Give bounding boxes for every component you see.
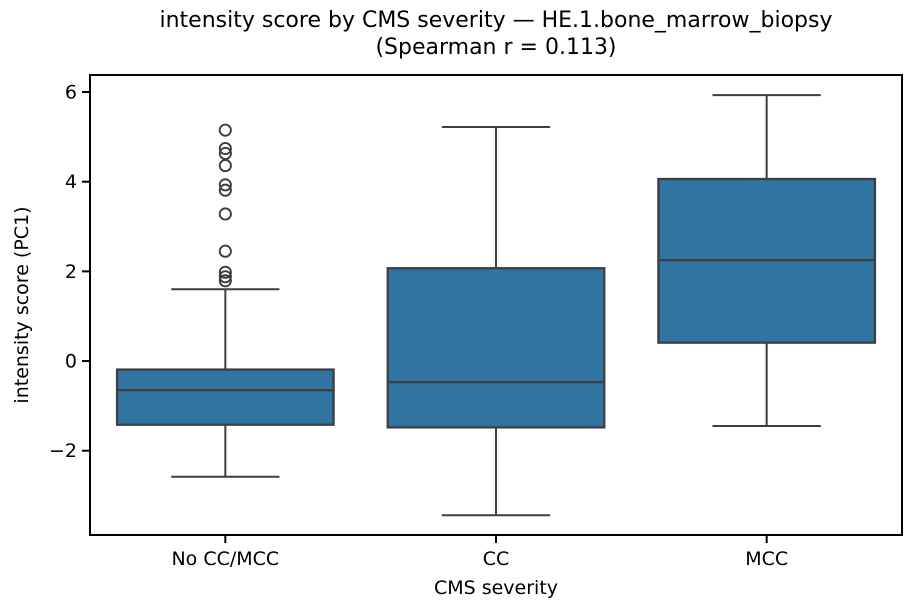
x-axis-label: CMS severity [433,577,559,599]
y-tick-label: 6 [65,81,77,103]
box-cc [386,267,606,429]
box-no-cc-mcc [115,368,335,426]
outlier-point [218,183,232,197]
outlier-point [218,123,232,137]
outlier-point [218,146,232,161]
outlier-point [218,207,232,221]
y-tick-label: −2 [49,440,77,462]
x-tick-label: CC [483,548,510,570]
outlier-point [218,274,232,288]
chart-title-line2: (Spearman r = 0.113) [375,35,617,60]
y-tick-label: 0 [65,351,77,373]
x-tick-label: MCC [745,548,788,570]
outlier-point [218,265,232,279]
outlier-point [218,159,232,173]
outlier-point [218,270,232,284]
outlier-point [218,244,232,258]
outlier-point [218,178,232,192]
y-tick-label: 2 [65,261,77,283]
outlier-point [218,141,232,156]
chart-title: intensity score by CMS severity — HE.1.b… [90,7,902,61]
x-tick-label: No CC/MCC [171,548,279,570]
chart-title-line1: intensity score by CMS severity — HE.1.b… [159,8,833,33]
y-tick-label: 4 [65,171,77,193]
